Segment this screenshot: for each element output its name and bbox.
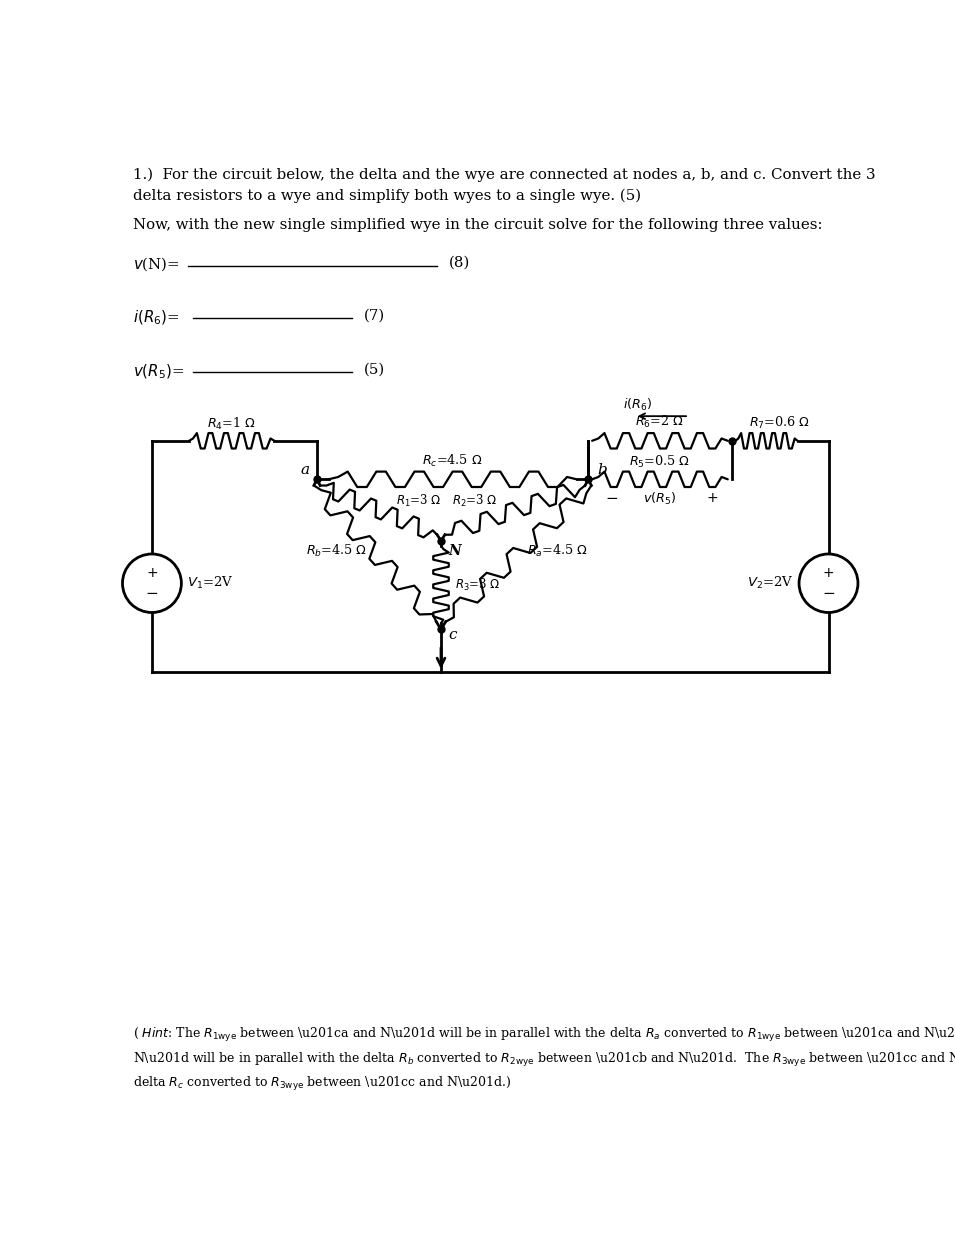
Text: $R_3$=3 $\Omega$: $R_3$=3 $\Omega$ <box>455 577 500 593</box>
Text: $v(R_5)$=: $v(R_5)$= <box>134 362 184 380</box>
Text: +: + <box>146 566 158 580</box>
Text: $V_1$=2V: $V_1$=2V <box>187 576 233 592</box>
Text: (5): (5) <box>364 362 385 377</box>
Text: delta resistors to a wye and simplify both wyes to a single wye. (5): delta resistors to a wye and simplify bo… <box>134 188 642 203</box>
Text: $i(R_6)$=: $i(R_6)$= <box>134 309 180 327</box>
Text: $R_a$=4.5 $\Omega$: $R_a$=4.5 $\Omega$ <box>527 542 587 558</box>
Text: N: N <box>449 543 461 558</box>
Text: $R_5$=0.5 $\Omega$: $R_5$=0.5 $\Omega$ <box>629 454 690 471</box>
Text: $R_c$=4.5 $\Omega$: $R_c$=4.5 $\Omega$ <box>422 453 483 469</box>
Text: (8): (8) <box>449 256 470 269</box>
Text: ( $\it{Hint}$: The $R_{1\mathrm{wye}}$ between \u201ca and N\u201d will be in pa: ( $\it{Hint}$: The $R_{1\mathrm{wye}}$ b… <box>134 1026 955 1093</box>
Text: −: − <box>605 490 618 506</box>
Text: −: − <box>145 585 159 600</box>
Circle shape <box>122 555 181 613</box>
Text: $i(R_6)$: $i(R_6)$ <box>623 396 652 412</box>
Text: $R_6$=2 $\Omega$: $R_6$=2 $\Omega$ <box>635 414 685 430</box>
Text: Now, with the new single simplified wye in the circuit solve for the following t: Now, with the new single simplified wye … <box>134 219 823 232</box>
Text: +: + <box>822 566 835 580</box>
Text: b: b <box>598 463 607 477</box>
Text: +: + <box>707 490 718 505</box>
Text: $V_2$=2V: $V_2$=2V <box>747 576 794 592</box>
Text: $v(R_5)$: $v(R_5)$ <box>644 490 676 506</box>
Text: c: c <box>449 627 457 642</box>
Text: $R_b$=4.5 $\Omega$: $R_b$=4.5 $\Omega$ <box>306 542 367 558</box>
Text: a: a <box>300 463 309 477</box>
Text: $R_7$=0.6 $\Omega$: $R_7$=0.6 $\Omega$ <box>750 415 811 431</box>
Text: $R_4$=1 $\Omega$: $R_4$=1 $\Omega$ <box>207 415 256 431</box>
Text: $R_2$=3 $\Omega$: $R_2$=3 $\Omega$ <box>452 493 498 509</box>
Text: (7): (7) <box>364 309 385 322</box>
Text: $v$(N)=: $v$(N)= <box>134 256 180 273</box>
Circle shape <box>799 555 858 613</box>
Text: $R_1$=3 $\Omega$: $R_1$=3 $\Omega$ <box>396 493 441 509</box>
Text: 1.)  For the circuit below, the delta and the wye are connected at nodes a, b, a: 1.) For the circuit below, the delta and… <box>134 168 876 182</box>
Text: −: − <box>822 585 835 600</box>
